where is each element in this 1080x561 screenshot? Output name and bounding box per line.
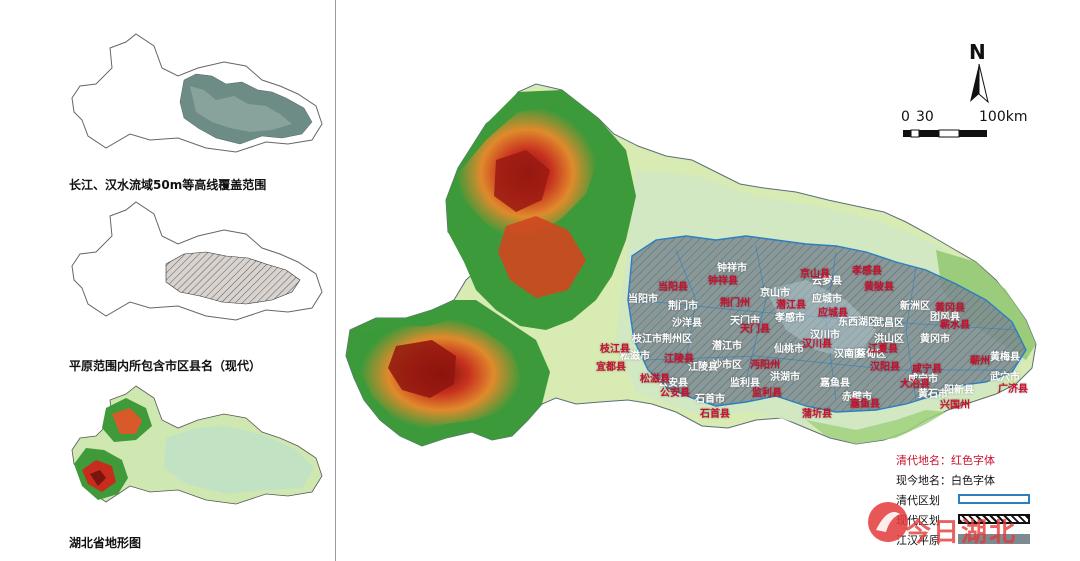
thumb-terrain — [71, 385, 323, 505]
watermark-logo-icon — [868, 502, 908, 542]
panel-divider — [335, 0, 336, 561]
scale-label-mid: 30 — [916, 109, 934, 125]
thumb-caption-terrain: 湖北省地形图 — [69, 536, 142, 550]
north-arrow-icon — [970, 63, 989, 104]
thumb-caption-counties: 平原范围内所包含市区县名（现代） — [69, 359, 262, 373]
legend-modern-division-swatch — [958, 514, 1030, 524]
legend-qing-division: 清代区划 — [896, 494, 940, 507]
thumb-contour-coverage — [71, 33, 323, 153]
scale-label-end: 100km — [979, 109, 1028, 125]
watermark-text: 今日湖北 — [905, 518, 1018, 548]
thumb-plain-counties — [71, 201, 323, 321]
north-label: N — [969, 40, 986, 64]
legend-plain-swatch — [958, 534, 1030, 544]
scale-label-start: 0 — [901, 109, 910, 125]
legend-qing-names: 清代地名：红色字体 — [896, 454, 995, 467]
scale-bar — [903, 129, 987, 138]
main-terrain-map — [345, 83, 1037, 447]
left-panel: 长江、汉水流域50m等高线覆盖范围 平原范围内所包含市区县名（现代） 湖北省地形… — [0, 0, 336, 561]
thumb-caption-contour: 长江、汉水流域50m等高线覆盖范围 — [69, 178, 267, 192]
legend-plain: 江汉平原 — [896, 534, 940, 547]
legend-modern-names: 现今地名：白色字体 — [896, 474, 995, 487]
legend-qing-division-swatch — [958, 494, 1030, 504]
